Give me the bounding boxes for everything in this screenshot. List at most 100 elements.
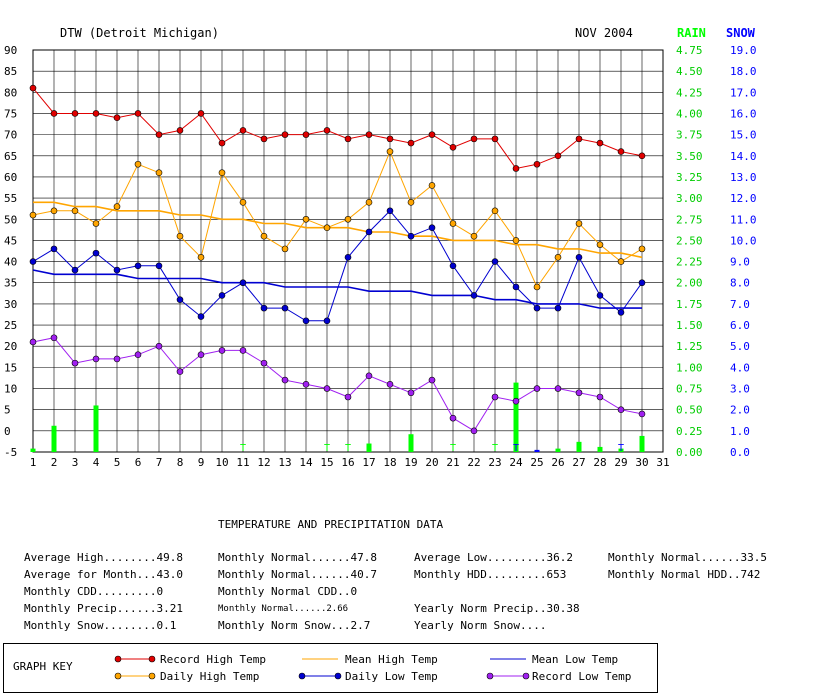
daily-high-temp-point (113, 203, 121, 210)
record-low-temp-point (29, 338, 37, 346)
record-high-temp-point (344, 135, 352, 143)
snow-tick-label: 17.0 (730, 86, 757, 99)
daily-high-temp-point (239, 199, 247, 206)
record-low-temp-point (617, 406, 625, 413)
record-high-temp-point (365, 131, 373, 138)
daily-low-temp-point (155, 262, 163, 270)
daily-high-temp-point (491, 207, 499, 215)
rain-bar (30, 448, 36, 452)
x-tick-label: 14 (299, 456, 313, 469)
daily-high-temp-point (29, 211, 37, 219)
rain-tick-label: 4.75 (676, 44, 703, 57)
snow-bar (534, 449, 540, 452)
daily-high-temp-point (554, 254, 562, 261)
rain-tick-label: 4.00 (676, 107, 703, 120)
record-low-temp-point (491, 393, 499, 401)
daily-low-temp-point (596, 292, 604, 299)
daily-low-temp-point (407, 232, 415, 240)
trace-label: T (240, 443, 246, 454)
y-tick-label: 0 (4, 425, 11, 438)
record-low-temp-point (260, 359, 268, 367)
rain-bar (639, 435, 645, 452)
daily-high-temp-point (596, 241, 604, 248)
daily-high-temp-point (92, 220, 100, 227)
daily-high-temp-point (302, 215, 310, 223)
chart-period: NOV 2004 (575, 26, 633, 40)
record-high-temp-point (533, 160, 541, 168)
y-tick-label: 10 (4, 383, 17, 396)
x-tick-label: 28 (593, 456, 606, 469)
rain-tick-label: 1.25 (676, 340, 703, 353)
record-low-temp-point (92, 355, 100, 363)
daily-low-temp-point (260, 304, 268, 312)
rain-tick-label: 0.00 (676, 446, 703, 459)
daily-low-temp-point (239, 279, 247, 287)
record-high-temp-point (155, 131, 163, 138)
y-tick-label: 70 (4, 129, 17, 142)
daily-low-temp-point (323, 317, 331, 325)
y-tick-label: 85 (4, 65, 17, 78)
x-tick-label: 17 (362, 456, 375, 469)
snow-tick-label: 9.0 (730, 256, 750, 269)
daily-high-temp-point (176, 232, 184, 240)
y-tick-label: 30 (4, 298, 17, 311)
x-tick-label: 6 (135, 456, 142, 469)
trace-label: T (324, 443, 330, 454)
daily-high-temp-point (134, 160, 142, 168)
y-tick-label: 75 (4, 107, 17, 120)
daily-high-temp-point (218, 169, 226, 177)
snow-tick-label: 14.0 (730, 150, 757, 163)
record-low-temp-point (638, 410, 646, 418)
rain-tick-label: 2.25 (676, 256, 703, 269)
rain-bar (555, 448, 561, 452)
daily-high-temp-point (260, 232, 268, 240)
x-tick-label: 11 (236, 456, 249, 469)
snow-tick-label: 18.0 (730, 65, 757, 78)
record-low-temp-point (71, 359, 79, 367)
record-high-temp-point (449, 144, 457, 151)
rain-axis-title: RAIN (677, 26, 706, 40)
daily-high-temp-point (71, 207, 79, 215)
daily-low-temp-point (449, 262, 457, 270)
record-high-temp-point (491, 135, 499, 143)
x-tick-label: 30 (635, 456, 648, 469)
record-low-temp-point (344, 393, 352, 401)
record-low-temp-point (554, 385, 562, 392)
daily-high-temp-point (533, 283, 541, 291)
snow-tick-label: 3.0 (730, 383, 750, 396)
daily-low-temp-point (386, 207, 394, 215)
rain-tick-label: 1.00 (676, 361, 703, 374)
y-tick-label: 20 (4, 340, 17, 353)
y-tick-label: 5 (4, 404, 11, 417)
record-high-temp-point (260, 135, 268, 143)
y-tick-label: 45 (4, 234, 17, 247)
rain-tick-label: 3.75 (676, 129, 703, 142)
x-tick-label: 21 (446, 456, 459, 469)
rain-tick-label: 0.75 (676, 383, 703, 396)
daily-high-temp-point (470, 232, 478, 240)
record-high-temp-point (239, 127, 247, 134)
daily-low-temp-point (638, 279, 646, 287)
x-tick-label: 20 (425, 456, 438, 469)
x-tick-label: 25 (530, 456, 543, 469)
daily-low-temp-point (176, 296, 184, 303)
record-low-temp-point (449, 414, 457, 422)
daily-low-temp-line (32, 210, 643, 322)
daily-low-temp-point (617, 309, 625, 316)
daily-low-temp-point (302, 317, 310, 325)
x-tick-label: 12 (257, 456, 270, 469)
record-low-temp-point (113, 355, 121, 363)
daily-high-temp-point (197, 254, 205, 261)
record-low-temp-point (50, 334, 58, 342)
rain-tick-label: 1.75 (676, 298, 703, 311)
x-tick-label: 22 (467, 456, 480, 469)
record-low-temp-point (176, 368, 184, 375)
x-tick-label: 4 (93, 456, 100, 469)
record-high-temp-point (92, 110, 100, 117)
record-high-temp-point (512, 165, 520, 172)
trace-label: T (492, 443, 498, 454)
record-low-temp-point (323, 385, 331, 392)
daily-low-temp-point (113, 266, 121, 274)
record-high-temp-point (134, 110, 142, 117)
snow-tick-label: 1.0 (730, 425, 750, 438)
